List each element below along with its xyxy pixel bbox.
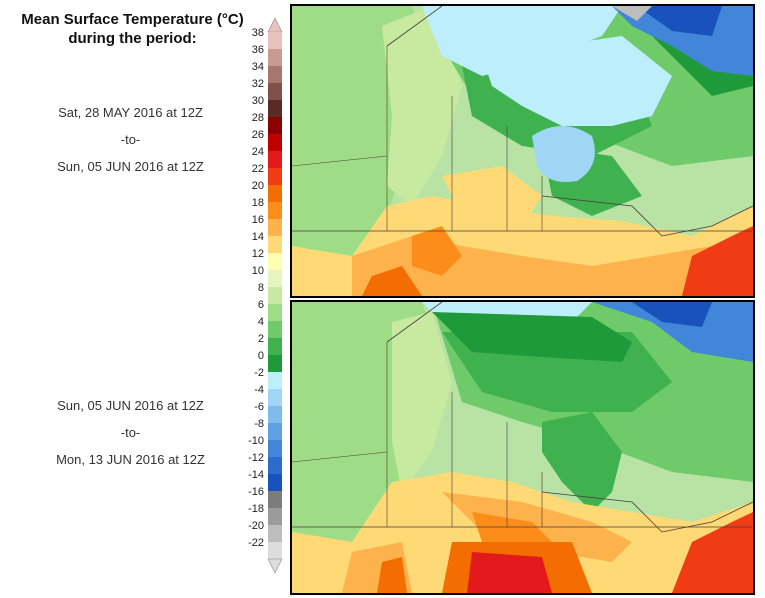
legend-title: Mean Surface Temperature (°C) during the… (0, 10, 265, 48)
legend-tick-label: 20 (252, 180, 264, 192)
legend-tick-label: -2 (254, 367, 264, 379)
legend-swatch (268, 508, 282, 525)
legend-swatch (268, 219, 282, 236)
legend-tick-label: 12 (252, 248, 264, 260)
legend-tick-label: 36 (252, 44, 264, 56)
legend-tick-label: 16 (252, 214, 264, 226)
color-legend: 38 36 34 32 30 28 26 24 22 20 18 16 14 12 10 8 6 4 2 0 -2 -4-… (240, 16, 283, 576)
map-week1 (290, 4, 755, 298)
period-1-sep: -to- (120, 132, 141, 147)
legend-swatch (268, 474, 282, 491)
legend-tick-label: -14 (248, 469, 264, 481)
legend-swatch (268, 389, 282, 406)
legend-tick-label: -10 (248, 435, 264, 447)
period-2-start: Sun, 05 JUN 2016 at 12Z (57, 398, 204, 413)
legend-swatch (268, 134, 282, 151)
legend-swatch (268, 304, 282, 321)
legend-tick-label: 0 (258, 350, 264, 362)
legend-swatch (268, 287, 282, 304)
legend-tick-label: -8 (254, 418, 264, 430)
legend-swatch (268, 168, 282, 185)
legend-swatch (268, 338, 282, 355)
legend-swatch (268, 66, 282, 83)
legend-tick-label: 26 (252, 129, 264, 141)
legend-swatch (268, 321, 282, 338)
legend-tick-label: 24 (252, 146, 264, 158)
legend-swatch (268, 457, 282, 474)
legend-swatch (268, 151, 282, 168)
legend-tick-label: 28 (252, 112, 264, 124)
legend-tick-label: -4 (254, 384, 264, 396)
legend-tick-label: 32 (252, 78, 264, 90)
legend-swatch (268, 372, 282, 389)
legend-swatch (268, 423, 282, 440)
legend-tick-label: -16 (248, 486, 264, 498)
legend-tick-label: 14 (252, 231, 264, 243)
legend-swatch (268, 253, 282, 270)
map-week2 (290, 300, 755, 595)
legend-swatch (268, 542, 282, 559)
legend-swatch (268, 117, 282, 134)
period-1-label: Sat, 28 MAY 2016 at 12Z -to- Sun, 05 JUN… (28, 105, 233, 175)
legend-tick-label: -20 (248, 520, 264, 532)
period-2-label: Sun, 05 JUN 2016 at 12Z -to- Mon, 13 JUN… (28, 398, 233, 468)
legend-tick-label: 38 (252, 27, 264, 39)
legend-tick-label: 18 (252, 197, 264, 209)
legend-swatch (268, 525, 282, 542)
color-legend-bar: 38363432302826242220181614121086420-2-4-… (248, 17, 283, 574)
legend-swatch (268, 406, 282, 423)
legend-swatch (268, 355, 282, 372)
legend-title-line2: during the period: (68, 30, 197, 47)
legend-swatch (268, 49, 282, 66)
legend-tick-label: 10 (252, 265, 264, 277)
period-2-sep: -to- (120, 425, 141, 440)
legend-swatch (268, 440, 282, 457)
legend-swatch (268, 100, 282, 117)
legend-swatch (268, 32, 282, 49)
legend-tick-label: 34 (252, 61, 264, 73)
period-1-start: Sat, 28 MAY 2016 at 12Z (58, 105, 203, 120)
legend-tick-label: 4 (258, 316, 264, 328)
period-1-end: Sun, 05 JUN 2016 at 12Z (57, 159, 204, 174)
legend-swatch (268, 185, 282, 202)
legend-title-line1: Mean Surface Temperature (°C) (21, 11, 244, 28)
legend-tick-label: 8 (258, 282, 264, 294)
period-2-end: Mon, 13 JUN 2016 at 12Z (56, 452, 205, 467)
legend-swatch (268, 491, 282, 508)
legend-top-arrow (267, 17, 283, 33)
legend-tick-label: -22 (248, 537, 264, 549)
legend-tick-label: -6 (254, 401, 264, 413)
legend-swatch (268, 270, 282, 287)
legend-bottom-arrow (267, 558, 283, 574)
legend-tick-label: 30 (252, 95, 264, 107)
map-week2-image (292, 302, 753, 593)
legend-swatch (268, 83, 282, 100)
legend-tick-label: -18 (248, 503, 264, 515)
legend-tick-label: 6 (258, 299, 264, 311)
legend-swatch (268, 236, 282, 253)
legend-tick-label: 2 (258, 333, 264, 345)
legend-tick-label: -12 (248, 452, 264, 464)
legend-tick-label: 22 (252, 163, 264, 175)
legend-swatch (268, 202, 282, 219)
map-week1-image (292, 6, 753, 296)
